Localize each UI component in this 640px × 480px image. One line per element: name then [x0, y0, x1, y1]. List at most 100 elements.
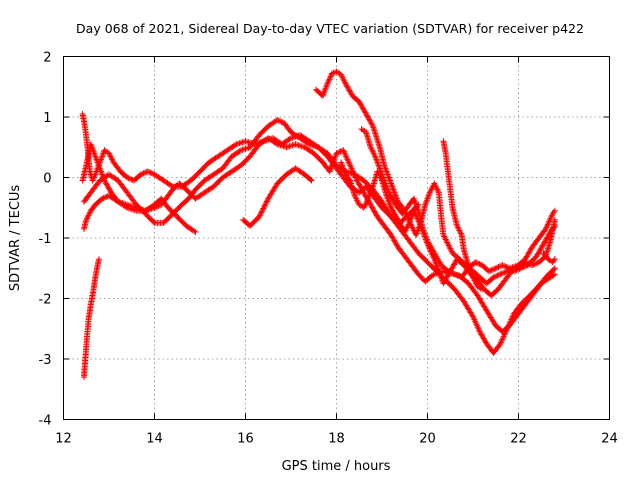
data-point	[525, 260, 532, 267]
data-point	[492, 265, 499, 272]
data-point	[495, 271, 502, 278]
data-point	[308, 177, 315, 184]
data-point	[551, 265, 558, 272]
data-point	[526, 261, 533, 268]
data-point	[327, 74, 333, 81]
series-track-10	[440, 138, 486, 293]
plot-frame	[63, 56, 610, 420]
y-tick-label: 2	[43, 51, 51, 66]
data-point	[499, 262, 506, 269]
data-point	[487, 267, 494, 274]
data-point	[493, 273, 500, 280]
x-axis-label: GPS time / hours	[282, 459, 391, 474]
y-axis-label: SDTVAR / TECUs	[8, 185, 23, 292]
data-point	[239, 139, 246, 146]
series-track-6	[240, 165, 315, 229]
series-track-9	[358, 126, 558, 281]
data-point	[148, 170, 155, 177]
series-track-2	[80, 135, 558, 335]
x-tick-label: 12	[55, 432, 72, 447]
x-tick-label: 16	[237, 432, 254, 447]
data-point	[530, 261, 537, 268]
data-point	[259, 206, 266, 213]
data-point	[533, 260, 540, 267]
data-point	[551, 207, 558, 214]
data-point	[257, 211, 264, 218]
data-point	[333, 150, 340, 157]
data-point	[550, 266, 557, 273]
data-point	[191, 228, 198, 235]
data-point	[444, 268, 451, 275]
data-point	[488, 267, 495, 274]
data-point	[258, 208, 265, 215]
data-point	[125, 175, 132, 182]
data-point	[286, 143, 293, 150]
data-point	[551, 271, 558, 278]
data-point	[490, 274, 497, 281]
data-point	[284, 143, 291, 150]
data-point	[273, 140, 280, 147]
data-point	[334, 149, 341, 156]
data-point	[476, 261, 483, 268]
data-point	[141, 169, 148, 176]
data-point	[494, 272, 501, 279]
data-point	[501, 269, 508, 276]
x-tick-label: 22	[510, 432, 527, 447]
data-point	[124, 174, 131, 181]
data-point	[261, 202, 268, 209]
data-point	[494, 264, 501, 271]
data-point	[295, 142, 302, 149]
data-point	[496, 263, 503, 270]
data-point	[150, 170, 157, 177]
grid-lines	[63, 56, 610, 420]
data-point	[327, 73, 334, 80]
data-point	[502, 268, 509, 275]
data-point	[453, 271, 460, 278]
x-tick-labels: 12 14 16 18 20 22 24	[55, 432, 618, 447]
data-point	[531, 261, 538, 268]
data-point	[325, 77, 332, 84]
data-point	[95, 256, 102, 263]
axis-ticks	[63, 56, 610, 420]
data-point	[326, 76, 333, 83]
y-tick-label: -4	[39, 414, 52, 429]
data-point	[454, 272, 461, 279]
data-point	[244, 138, 251, 145]
data-point	[451, 271, 458, 278]
data-point	[325, 79, 332, 86]
data-point	[101, 194, 108, 201]
data-point	[450, 270, 457, 277]
data-marks	[79, 68, 558, 381]
data-point	[286, 136, 293, 143]
data-point	[551, 216, 558, 223]
data-point	[490, 266, 497, 273]
data-point	[449, 270, 456, 277]
data-point	[550, 272, 557, 279]
data-point	[495, 264, 502, 271]
data-point	[146, 169, 153, 176]
data-point	[523, 259, 530, 266]
data-point	[288, 142, 294, 149]
data-point	[232, 142, 239, 149]
data-point	[147, 169, 154, 176]
data-point	[497, 271, 504, 278]
data-point	[100, 195, 107, 202]
data-point	[447, 269, 454, 276]
data-point	[262, 201, 269, 208]
data-point	[277, 118, 284, 125]
data-point	[369, 121, 376, 128]
data-point	[294, 141, 301, 148]
y-tick-label: -2	[39, 293, 52, 308]
data-point	[472, 259, 479, 266]
data-point	[263, 199, 270, 206]
data-point	[491, 273, 498, 280]
data-point	[144, 168, 151, 175]
data-point	[139, 170, 146, 177]
data-point	[140, 170, 147, 177]
data-point	[491, 265, 498, 272]
data-point	[263, 198, 270, 205]
data-point	[150, 218, 157, 225]
data-point	[297, 142, 304, 149]
x-tick-label: 14	[146, 432, 163, 447]
